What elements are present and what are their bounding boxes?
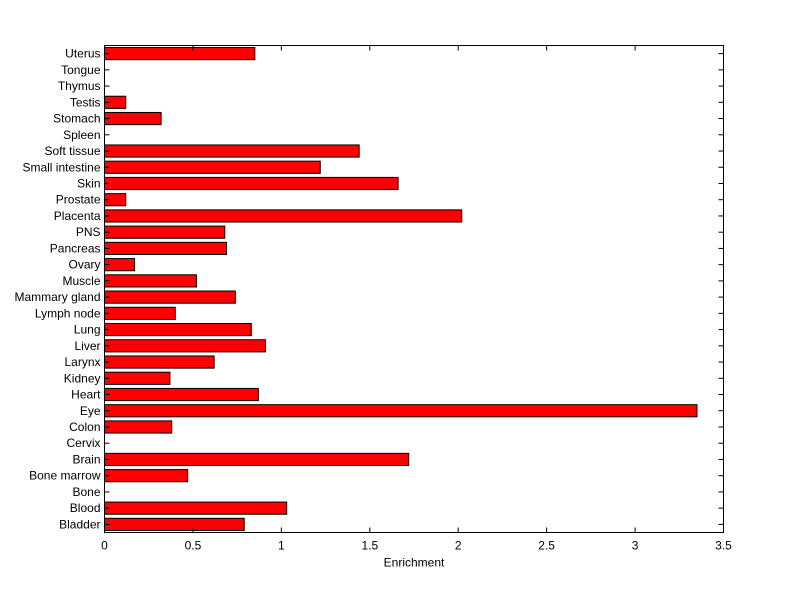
- bar-placenta: [104, 209, 463, 223]
- y-tick-label-muscle: Muscle: [62, 274, 100, 288]
- x-tick-label: 2: [455, 539, 462, 553]
- y-tick-label-colon: Colon: [69, 420, 100, 434]
- y-tick-label-cervix: Cervix: [66, 436, 100, 450]
- y-tick-label-bladder: Bladder: [59, 517, 100, 531]
- bar-heart: [104, 387, 259, 402]
- y-tick-label-thymus: Thymus: [58, 79, 101, 93]
- bar-mammary-gland: [104, 290, 236, 304]
- y-tick-label-ovary: Ovary: [68, 258, 100, 272]
- bar-lymph-node: [104, 306, 176, 320]
- bar-eye: [104, 404, 698, 418]
- y-tick-label-stomach: Stomach: [53, 112, 100, 126]
- y-tick-label-soft-tissue: Soft tissue: [44, 144, 100, 158]
- bar-brain: [104, 452, 410, 467]
- y-tick-label-blood: Blood: [70, 501, 101, 515]
- y-tick-label-small-intestine: Small intestine: [22, 160, 100, 174]
- bar-kidney: [104, 371, 171, 385]
- x-axis-label: Enrichment: [384, 556, 445, 570]
- x-tick-label: 1: [278, 539, 285, 553]
- x-tick-label: 0.5: [185, 539, 202, 553]
- y-tick-label-kidney: Kidney: [64, 371, 101, 385]
- bar-stomach: [104, 111, 162, 126]
- y-tick-label-bone: Bone: [72, 485, 100, 499]
- y-tick-label-pns: PNS: [76, 225, 101, 239]
- y-tick-label-uterus: Uterus: [65, 47, 100, 61]
- bar-bladder: [104, 517, 245, 531]
- y-tick-label-skin: Skin: [77, 176, 100, 190]
- bar-bone-marrow: [104, 469, 189, 483]
- x-tick-label: 3: [632, 539, 639, 553]
- bar-larynx: [104, 355, 215, 369]
- y-tick-label-testis: Testis: [70, 95, 101, 109]
- bar-lung: [104, 322, 252, 337]
- bar-skin: [104, 176, 399, 191]
- bar-small-intestine: [104, 160, 321, 174]
- y-tick-label-lymph-node: Lymph node: [35, 306, 101, 320]
- y-tick-label-mammary-gland: Mammary gland: [14, 290, 100, 304]
- plot-frame: [104, 45, 724, 533]
- y-tick-label-liver: Liver: [74, 339, 100, 353]
- y-tick-label-larynx: Larynx: [64, 355, 100, 369]
- y-tick-label-heart: Heart: [71, 388, 101, 402]
- bar-pns: [104, 225, 226, 239]
- x-tick-label: 2.5: [538, 539, 555, 553]
- bars-group: [104, 47, 698, 531]
- bar-colon: [104, 420, 173, 434]
- y-tick-label-tongue: Tongue: [61, 63, 101, 77]
- bar-muscle: [104, 274, 197, 288]
- bar-soft-tissue: [104, 144, 360, 158]
- labels-group: Bladder Blood Bone Bone marrow Brain Cervix Co…: [14, 47, 732, 553]
- bar-uterus: [104, 47, 256, 61]
- bar-blood: [104, 501, 288, 515]
- y-tick-label-eye: Eye: [80, 404, 101, 418]
- y-tick-label-prostate: Prostate: [56, 193, 101, 207]
- y-tick-label-bone-marrow: Bone marrow: [29, 469, 101, 483]
- bar-pancreas: [104, 241, 228, 256]
- x-tick-label: 1.5: [361, 539, 378, 553]
- bar-liver: [104, 339, 266, 353]
- x-tick-label: 0: [101, 539, 108, 553]
- y-tick-label-lung: Lung: [74, 323, 101, 337]
- x-tick-label: 3.5: [715, 539, 732, 553]
- y-tick-label-placenta: Placenta: [54, 209, 101, 223]
- y-tick-label-pancreas: Pancreas: [50, 241, 101, 255]
- y-tick-label-spleen: Spleen: [63, 128, 100, 142]
- y-tick-label-brain: Brain: [72, 452, 100, 466]
